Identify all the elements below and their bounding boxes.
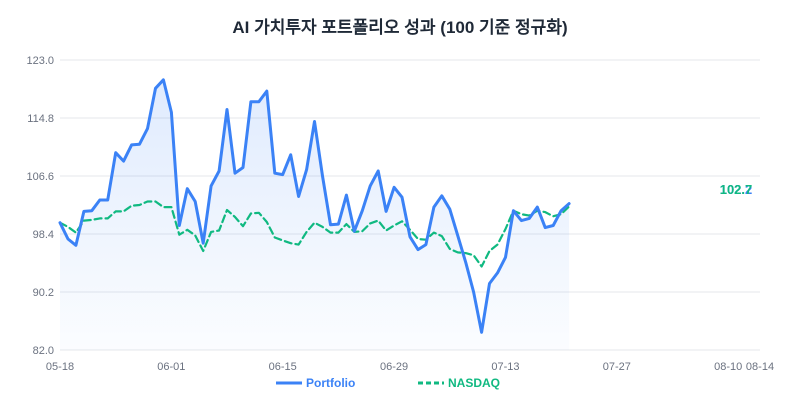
- series-line-portfolio: [58, 78, 571, 334]
- x-tick-label: 07-13: [491, 361, 519, 373]
- legend-label: Portfolio: [306, 376, 355, 390]
- legend-label: NASDAQ: [448, 376, 500, 390]
- y-tick-label: 82.0: [33, 345, 54, 357]
- x-tick-label: 08-14: [746, 361, 774, 373]
- x-tick-label: 07-27: [603, 361, 631, 373]
- series-line-nasdaq: [58, 200, 571, 268]
- y-tick-label: 90.2: [33, 287, 54, 299]
- legend[interactable]: Portfolio NASDAQ: [276, 376, 500, 390]
- y-tick-label: 114.8: [27, 113, 54, 125]
- y-tick-label: 98.4: [33, 229, 54, 241]
- y-axis: 82.0 90.2 98.4 106.6 114.8 123.0: [26, 55, 54, 357]
- legend-item-portfolio[interactable]: Portfolio: [276, 376, 355, 390]
- series-layer: [58, 78, 571, 351]
- x-tick-label: 06-01: [157, 361, 185, 373]
- x-tick-label: 08-10: [714, 361, 742, 373]
- end-label-nasdaq: 102.7: [720, 182, 753, 197]
- x-tick-label: 05-18: [46, 361, 74, 373]
- x-tick-label: 06-29: [380, 361, 408, 373]
- legend-item-nasdaq[interactable]: NASDAQ: [418, 376, 500, 390]
- x-axis: 05-18 06-01 06-15 06-29 07-13 07-27 08-10 08-14: [46, 361, 774, 373]
- y-tick-label: 123.0: [26, 55, 54, 67]
- chart-title: AI 가치투자 포트폴리오 성과 (100 기준 정규화): [232, 18, 567, 37]
- portfolio-area-fill: [60, 79, 570, 351]
- y-tick-label: 106.6: [26, 171, 54, 183]
- x-tick-label: 06-15: [269, 361, 297, 373]
- end-label-portfolio: 102.2: [720, 182, 753, 197]
